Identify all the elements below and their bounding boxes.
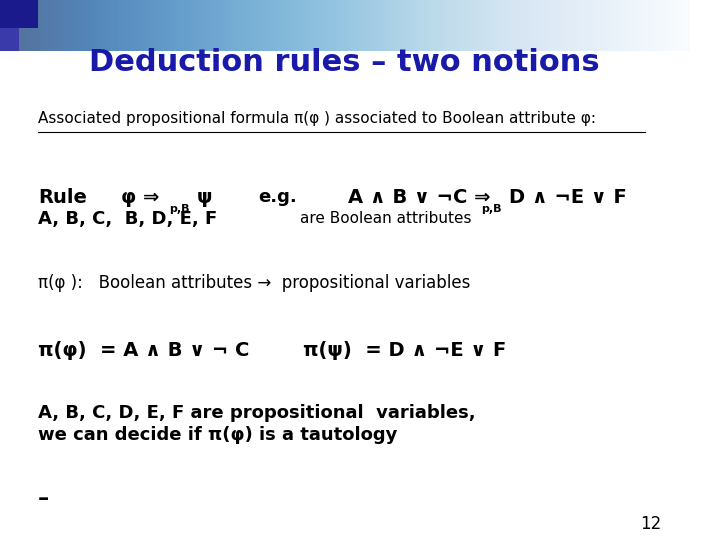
- Text: are Boolean attributes: are Boolean attributes: [300, 211, 472, 226]
- Text: D ∧ ¬E ∨ F: D ∧ ¬E ∨ F: [509, 187, 626, 207]
- Text: –: –: [38, 489, 49, 510]
- Text: we can decide if π(φ) is a tautology: we can decide if π(φ) is a tautology: [38, 426, 397, 444]
- Text: π(ψ)  = D ∧ ¬E ∨ F: π(ψ) = D ∧ ¬E ∨ F: [303, 341, 507, 361]
- Bar: [0, 28, 19, 51]
- Text: p,B: p,B: [169, 204, 189, 214]
- Text: 12: 12: [641, 515, 662, 533]
- Text: A, B, C, D, E, F are propositional  variables,: A, B, C, D, E, F are propositional varia…: [38, 404, 475, 422]
- Text: φ ⇒: φ ⇒: [121, 187, 159, 207]
- Text: Deduction rules – two notions: Deduction rules – two notions: [89, 48, 600, 77]
- Text: ψ: ψ: [197, 187, 212, 207]
- Text: A, B, C,  B, D, E, F: A, B, C, B, D, E, F: [38, 210, 217, 228]
- Text: π(φ ):   Boolean attributes →  propositional variables: π(φ ): Boolean attributes → propositiona…: [38, 274, 470, 293]
- Text: Associated propositional formula π(φ ) associated to Boolean attribute φ:: Associated propositional formula π(φ ) a…: [38, 111, 596, 126]
- Text: A ∧ B ∨ ¬C ⇒: A ∧ B ∨ ¬C ⇒: [348, 187, 490, 207]
- Text: π(φ)  = A ∧ B ∨ ¬ C: π(φ) = A ∧ B ∨ ¬ C: [38, 341, 249, 361]
- Text: e.g.: e.g.: [258, 188, 297, 206]
- Bar: [0, 0, 38, 28]
- Text: p,B: p,B: [481, 204, 502, 214]
- Text: Rule: Rule: [38, 187, 87, 207]
